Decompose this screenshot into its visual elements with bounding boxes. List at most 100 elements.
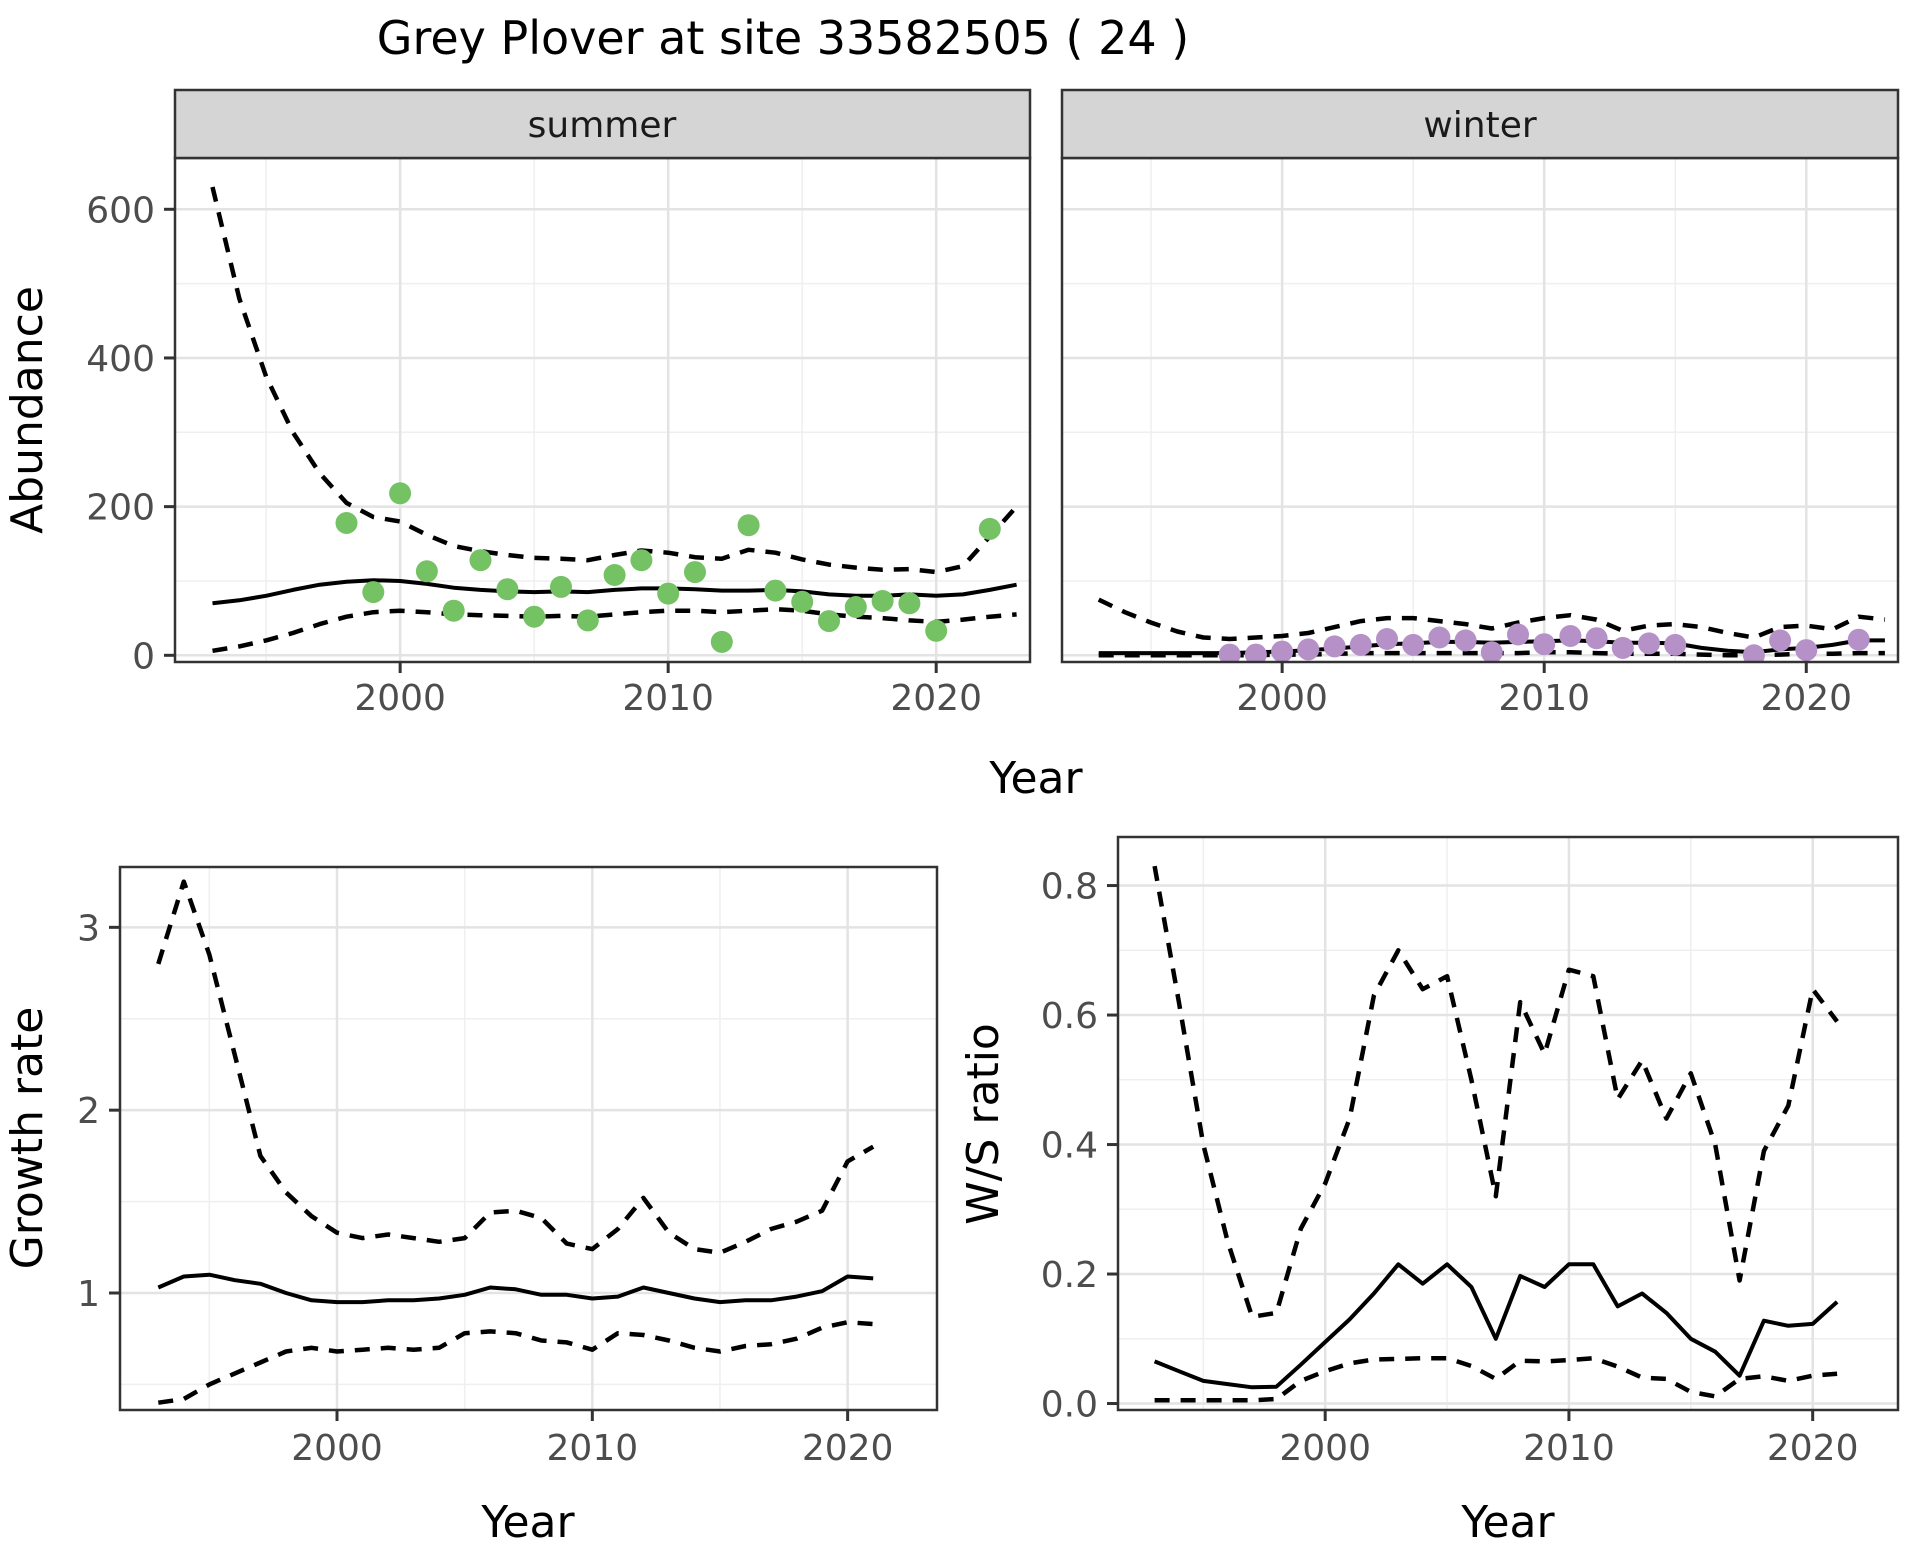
summer-panel-point: [737, 514, 760, 537]
summer-panel-point: [871, 590, 894, 612]
x-tick-label: 2020: [802, 1428, 894, 1469]
ratio-panel: 2000 2010 2020 0.0 0.2 0.4 0.6 0.8: [1041, 835, 1900, 1469]
abundance-y-axis-title: Abundance: [2, 286, 53, 534]
summer-panel-point: [335, 512, 358, 534]
winter-panel-point: [1244, 643, 1267, 662]
ratio-y-axis-title: W/S ratio: [958, 1023, 1009, 1225]
ratio-panel-median-line: [1153, 1262, 1839, 1390]
winter-panel-series: [1097, 597, 1886, 662]
x-tick-label: 2010: [547, 1428, 639, 1469]
winter-panel-point: [1847, 628, 1870, 651]
winter-panel-point: [1349, 633, 1372, 656]
summer-panel-point: [630, 549, 653, 572]
y-tick-label: 0.0: [1041, 1385, 1098, 1426]
winter-panel: 2000 2010 2020: [1060, 156, 1900, 719]
x-tick-label: 2000: [354, 678, 446, 719]
summer-panel-point: [764, 579, 787, 602]
growth-panel-border: [118, 865, 939, 1412]
winter-panel-border: [1060, 156, 1900, 664]
x-tick-label: 2010: [622, 678, 714, 719]
summer-panel-upper_ci-line: [210, 186, 1019, 575]
growth-x-axis-title: Year: [480, 1497, 575, 1548]
ratio-panel-upper_ci-line: [1152, 865, 1839, 1320]
winter-panel-point: [1402, 633, 1425, 656]
y-tick-label: 2: [77, 1091, 100, 1132]
summer-panel-point: [389, 482, 412, 505]
summer-panel-point: [469, 549, 492, 572]
y-tick-label: 0.8: [1041, 867, 1098, 908]
summer-panel-point: [415, 560, 438, 583]
winter-panel-point: [1559, 625, 1582, 647]
winter-panel-point: [1585, 627, 1608, 650]
x-tick-label: 2000: [291, 1428, 383, 1469]
summer-panel-point: [442, 599, 465, 622]
x-tick-label: 2010: [1523, 1428, 1615, 1469]
y-tick-label: 0.6: [1041, 996, 1098, 1037]
winter-panel-point: [1769, 629, 1792, 652]
y-tick-label: 600: [86, 190, 155, 231]
winter-panel-point: [1638, 632, 1660, 655]
summer-panel-lower_ci-line: [212, 606, 1017, 654]
y-tick-label: 0.2: [1041, 1255, 1098, 1296]
summer-panel-point: [925, 619, 948, 642]
summer-panel-point: [791, 590, 814, 613]
summer-panel-point: [978, 517, 1001, 540]
y-tick-label: 3: [77, 908, 100, 949]
summer-panel-point: [550, 575, 572, 598]
y-tick-label: 1: [77, 1274, 100, 1315]
facet-label-winter: winter: [1423, 105, 1537, 146]
x-tick-label: 2020: [1767, 1428, 1859, 1469]
winter-panel-point: [1376, 628, 1398, 650]
ratio-panel-series: [1152, 865, 1839, 1403]
y-tick-label: 400: [86, 339, 155, 380]
winter-panel-point: [1507, 623, 1529, 646]
summer-panel-point: [844, 596, 867, 618]
page-title: Grey Plover at site 33582505 ( 24 ): [377, 11, 1189, 65]
growth-panel-series: [156, 879, 875, 1405]
winter-panel-point: [1297, 638, 1320, 661]
winter-panel-point: [1795, 639, 1818, 662]
facet-strip-summer: [173, 88, 1032, 160]
summer-panel-point: [576, 609, 599, 632]
ratio-panel-lower_ci-line: [1154, 1355, 1838, 1403]
ratio-x-axis-title: Year: [1460, 1497, 1555, 1548]
summer-panel-point: [523, 605, 546, 628]
growth-panel-lower_ci-line: [157, 1319, 874, 1405]
top-x-axis-title: Year: [988, 753, 1083, 804]
winter-panel-point: [1664, 633, 1687, 656]
summer-panel: 2000 2010 2020 0 200 400 600: [86, 156, 1032, 719]
x-tick-label: 2000: [1279, 1428, 1371, 1469]
x-tick-label: 2020: [1760, 678, 1852, 719]
summer-panel-series: [210, 186, 1019, 654]
summer-panel-point: [710, 630, 733, 653]
y-tick-label: 0.4: [1041, 1126, 1098, 1167]
winter-panel-point: [1533, 633, 1556, 656]
growth-y-axis-title: Growth rate: [2, 1007, 53, 1270]
y-tick-label: 200: [86, 488, 155, 529]
x-tick-label: 2010: [1498, 678, 1590, 719]
y-tick-label: 0: [132, 636, 155, 677]
winter-panel-upper_ci-line: [1097, 597, 1886, 642]
winter-panel-point: [1271, 640, 1294, 662]
x-tick-label: 2020: [890, 678, 982, 719]
summer-panel-point: [362, 581, 385, 604]
winter-panel-point: [1480, 641, 1503, 662]
summer-panel-point: [818, 610, 840, 633]
summer-panel-point: [657, 582, 680, 605]
winter-panel-point: [1454, 629, 1477, 652]
x-tick-label: 2000: [1236, 678, 1328, 719]
summer-panel-point: [684, 561, 706, 584]
growth-panel-upper_ci-line: [156, 879, 875, 1256]
winter-panel-point: [1428, 626, 1451, 649]
winter-panel-point: [1611, 636, 1634, 659]
summer-panel-point: [898, 592, 921, 615]
summer-panel-point: [496, 578, 519, 601]
winter-panel-point: [1323, 635, 1346, 658]
ratio-panel-border: [1116, 835, 1900, 1412]
growth-panel-median-line: [157, 1272, 874, 1305]
summer-panel-point: [603, 564, 626, 586]
winter-panel-point: [1742, 644, 1765, 662]
